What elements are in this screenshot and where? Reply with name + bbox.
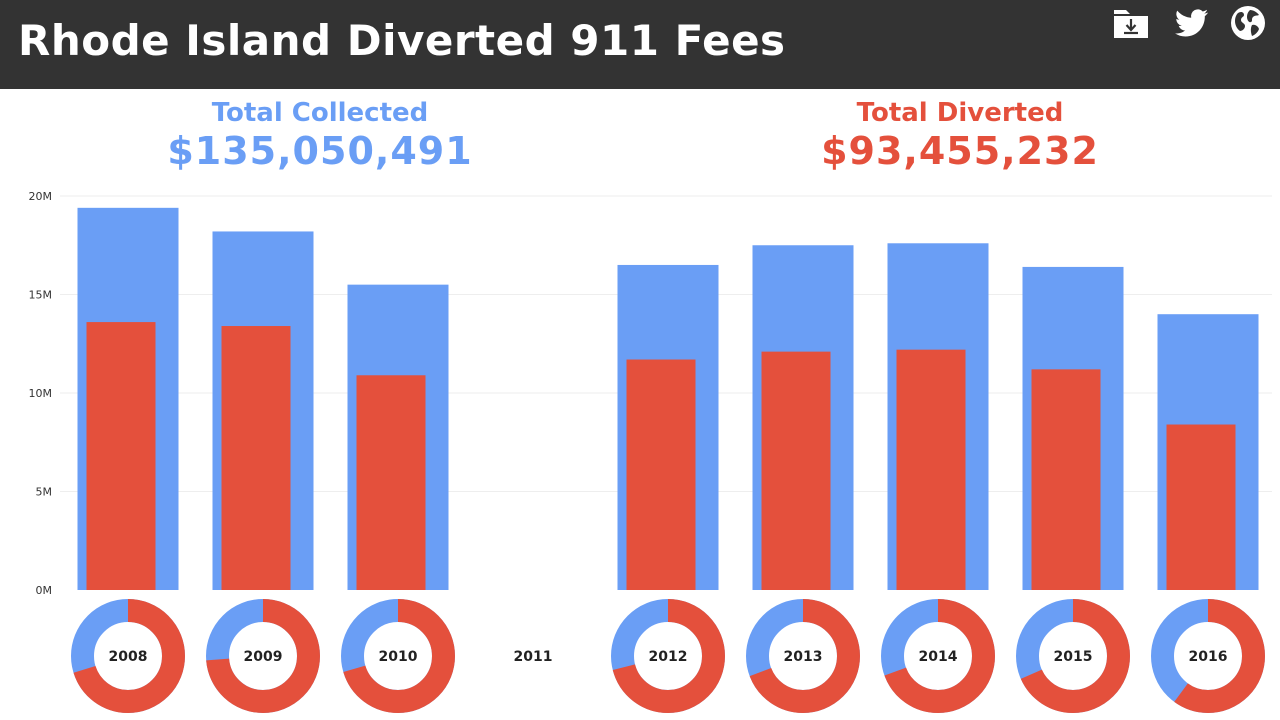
donut-diverted-2012 <box>611 599 725 713</box>
bar-diverted-2012 <box>626 359 696 590</box>
download-folder-icon[interactable] <box>1112 4 1150 42</box>
y-tick-label: 15M <box>29 289 53 302</box>
total-collected-value: $135,050,491 <box>167 129 473 173</box>
y-tick-label: 10M <box>29 387 53 400</box>
total-collected-label: Total Collected <box>211 98 429 128</box>
bar-diverted-2013 <box>761 351 831 590</box>
total-diverted-value: $93,455,232 <box>821 129 1099 173</box>
globe-icon[interactable] <box>1229 4 1267 42</box>
total-collected-block: Total Collected $135,050,491 <box>120 97 520 173</box>
bar-diverted-2014 <box>896 349 966 590</box>
donut-year-label: 2010 <box>379 649 418 665</box>
donut-diverted-2015 <box>1016 599 1130 713</box>
header-bar: Rhode Island Diverted 911 Fees <box>0 0 1280 89</box>
total-diverted-label: Total Diverted <box>856 98 1064 128</box>
donut-year-label: 2013 <box>784 649 823 665</box>
bar-diverted-2008 <box>86 322 156 590</box>
donut-year-label: 2014 <box>919 649 958 665</box>
donut-diverted-2009 <box>206 599 320 713</box>
total-diverted-block: Total Diverted $93,455,232 <box>760 97 1160 173</box>
twitter-icon[interactable] <box>1172 4 1210 42</box>
bar-diverted-2010 <box>356 375 426 590</box>
donut-year-label: 2016 <box>1189 649 1228 665</box>
y-tick-label: 0M <box>36 584 53 597</box>
y-tick-label: 20M <box>29 190 53 203</box>
bar-diverted-2016 <box>1166 424 1236 590</box>
donut-diverted-2016 <box>1151 599 1265 713</box>
bar-diverted-2015 <box>1031 369 1101 590</box>
donut-year-label: 2011 <box>514 649 553 665</box>
page-title: Rhode Island Diverted 911 Fees <box>18 16 786 65</box>
donut-diverted-2010 <box>341 599 455 713</box>
bar-diverted-2009 <box>221 326 291 590</box>
donut-diverted-2008 <box>71 599 185 713</box>
donut-year-label: 2015 <box>1054 649 1093 665</box>
donut-diverted-2013 <box>746 599 860 713</box>
y-tick-label: 5M <box>36 486 53 499</box>
donut-year-label: 2009 <box>244 649 283 665</box>
donut-year-label: 2008 <box>109 649 148 665</box>
donut-year-label: 2012 <box>649 649 688 665</box>
donut-diverted-2014 <box>881 599 995 713</box>
